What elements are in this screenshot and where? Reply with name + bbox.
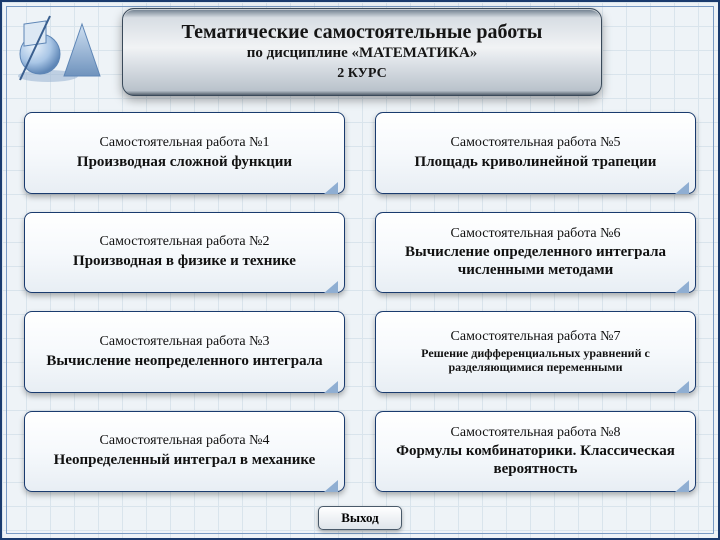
card-topic: Производная сложной функции (77, 154, 292, 171)
card-topic: Производная в физике и технике (73, 253, 296, 270)
card-label: Самостоятельная работа №3 (100, 334, 270, 351)
card-label: Самостоятельная работа №2 (100, 234, 270, 251)
slide-page: Тематические самостоятельные работы по д… (0, 0, 720, 540)
card-topic: Неопределенный интеграл в механике (54, 452, 316, 469)
card-topic: Формулы комбинаторики. Классическая веро… (386, 443, 685, 478)
work-card-5[interactable]: Самостоятельная работа №5 Площадь кривол… (375, 112, 696, 194)
exit-button[interactable]: Выход (318, 506, 402, 530)
card-topic: Решение дифференциальных уравнений с раз… (386, 347, 685, 375)
card-topic: Вычисление неопределенного интеграла (46, 353, 322, 370)
work-card-3[interactable]: Самостоятельная работа №3 Вычисление нео… (24, 311, 345, 393)
header-course: 2 КУРС (123, 64, 601, 84)
card-topic: Площадь криволинейной трапеции (415, 154, 657, 171)
work-card-8[interactable]: Самостоятельная работа №8 Формулы комбин… (375, 411, 696, 493)
work-card-2[interactable]: Самостоятельная работа №2 Производная в … (24, 212, 345, 294)
card-label: Самостоятельная работа №4 (100, 433, 270, 450)
card-label: Самостоятельная работа №1 (100, 135, 270, 152)
card-label: Самостоятельная работа №5 (451, 135, 621, 152)
header-panel: Тематические самостоятельные работы по д… (122, 8, 602, 96)
card-label: Самостоятельная работа №6 (451, 226, 621, 243)
card-topic: Вычисление определенного интеграла числе… (386, 244, 685, 279)
work-card-1[interactable]: Самостоятельная работа №1 Производная сл… (24, 112, 345, 194)
header-title: Тематические самостоятельные работы (123, 20, 601, 44)
work-card-7[interactable]: Самостоятельная работа №7 Решение диффер… (375, 311, 696, 393)
header-subtitle: по дисциплине «МАТЕМАТИКА» (123, 44, 601, 64)
card-label: Самостоятельная работа №8 (451, 425, 621, 442)
corner-decoration-icon (10, 10, 110, 90)
card-label: Самостоятельная работа №7 (451, 329, 621, 346)
work-card-6[interactable]: Самостоятельная работа №6 Вычисление опр… (375, 212, 696, 294)
work-card-4[interactable]: Самостоятельная работа №4 Неопределенный… (24, 411, 345, 493)
card-grid: Самостоятельная работа №1 Производная сл… (24, 112, 696, 492)
